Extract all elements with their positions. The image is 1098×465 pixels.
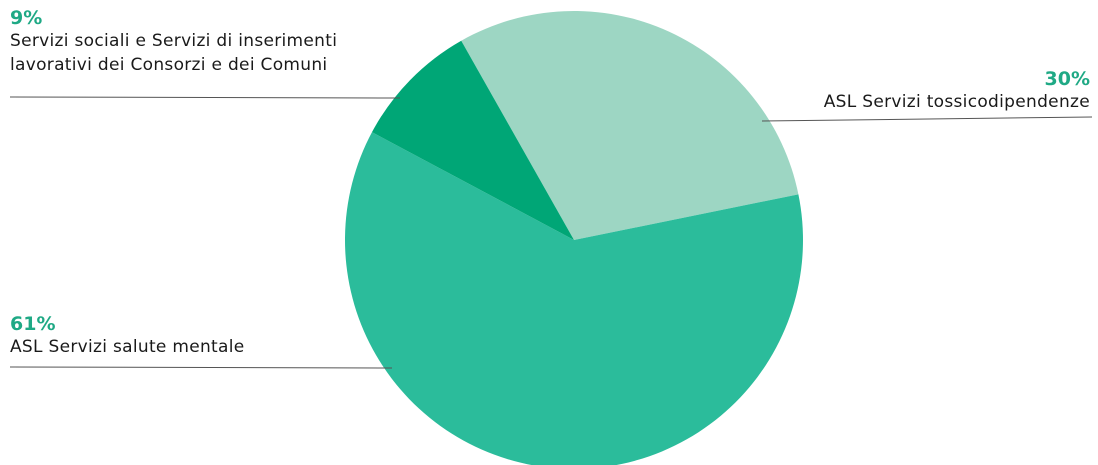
slice-name: ASL Servizi tossicodipendenze [823, 92, 1090, 112]
slice-percent: 61% [10, 313, 56, 335]
leader-line-servizi-sociali [9, 96, 401, 99]
slice-name: ASL Servizi salute mentale [10, 337, 245, 357]
slice-label-servizi-sociali: 9% Servizi sociali e Servizi di inserime… [10, 7, 380, 77]
slice-label-tossicodipendenze: 30% ASL Servizi tossicodipendenze [824, 68, 1090, 114]
slice-name: Servizi sociali e Servizi di inserimenti… [10, 31, 338, 75]
slice-percent: 30% [1044, 68, 1090, 90]
leader-line-salute-mentale [9, 366, 393, 369]
leader-lines [9, 96, 1093, 369]
pie-slice-tossicodipendenze [461, 11, 799, 240]
slice-percent: 9% [10, 7, 43, 29]
pie-slices [344, 11, 803, 465]
pie-slice-servizi-sociali [371, 40, 574, 240]
pie-slice-salute-mentale [344, 132, 803, 465]
slice-label-salute-mentale: 61% ASL Servizi salute mentale [10, 313, 245, 359]
leader-line-tossicodipendenze [761, 116, 1093, 122]
